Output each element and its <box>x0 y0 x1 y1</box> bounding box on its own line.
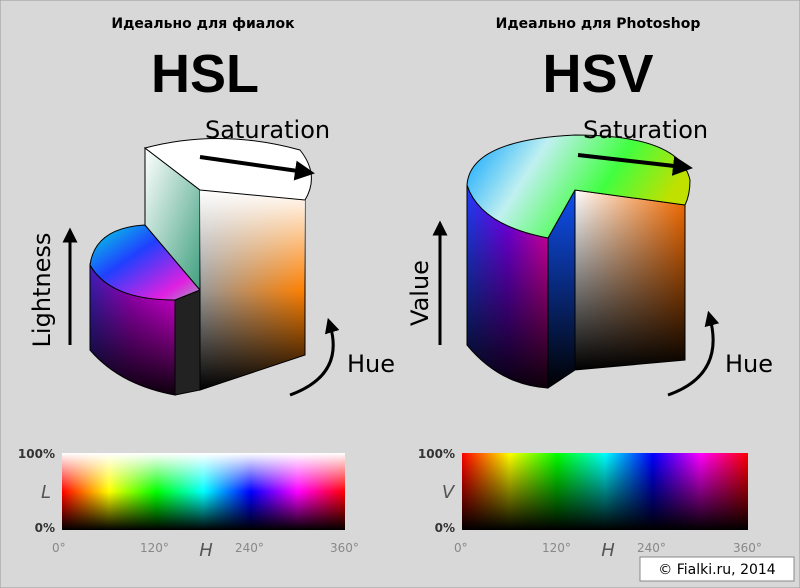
hue-arrow <box>289 317 340 397</box>
bar-label: V <box>442 482 456 503</box>
hsl-solid <box>89 137 312 396</box>
hsv-solid <box>466 134 691 389</box>
caption: Идеально для Photoshop <box>496 16 701 32</box>
hsl-gradient-overlay <box>62 453 345 530</box>
label: Value <box>406 260 434 326</box>
footer: © Fialki.ru, 2014 <box>658 562 776 578</box>
hue-arrow <box>667 310 720 397</box>
label: Hue <box>347 350 395 378</box>
tick: 360° <box>733 541 762 555</box>
bar-label: 0% <box>435 521 455 535</box>
saturation-arrow <box>577 153 693 176</box>
caption: Идеально для фиалок <box>111 16 295 32</box>
tick: 120° <box>542 541 571 555</box>
title: HSV <box>542 44 653 104</box>
label: Hue <box>725 350 773 378</box>
tick: 0° <box>454 541 468 555</box>
saturation-arrow <box>199 155 315 181</box>
bar-label: H <box>601 540 615 561</box>
tick: 360° <box>330 541 359 555</box>
bar-label: 0% <box>35 521 55 535</box>
label: Saturation <box>205 116 330 144</box>
label: Lightness <box>28 233 56 348</box>
label: Saturation <box>583 116 708 144</box>
bar-label: 100% <box>418 447 455 461</box>
tick: 240° <box>235 541 264 555</box>
tick: 0° <box>52 541 66 555</box>
title: HSL <box>151 44 259 104</box>
hsv-gradient-overlay <box>462 453 748 530</box>
bar-label: 100% <box>18 447 55 461</box>
tick: 120° <box>140 541 169 555</box>
footer-box <box>639 556 795 582</box>
bar-label: L <box>41 482 51 503</box>
bar-label: H <box>199 540 213 561</box>
tick: 240° <box>637 541 666 555</box>
